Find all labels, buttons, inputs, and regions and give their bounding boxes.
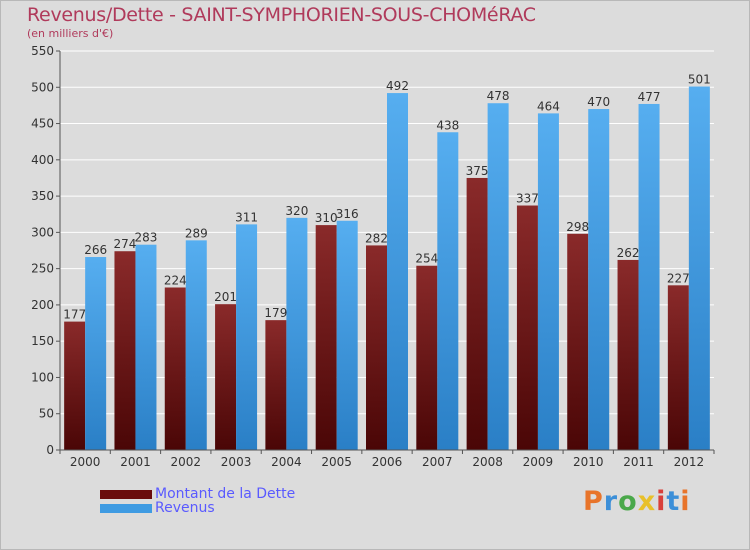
logo-letter: t <box>666 486 681 517</box>
data-label: 298 <box>566 220 589 234</box>
legend-swatch-dette <box>100 489 152 499</box>
bar-revenus <box>135 244 157 450</box>
y-tick-label: 50 <box>39 407 54 421</box>
bar-revenus <box>236 224 258 450</box>
bar-revenus <box>336 220 358 450</box>
data-label: 320 <box>285 204 308 218</box>
bar-revenus <box>588 109 610 450</box>
x-tick-label: 2006 <box>372 455 403 469</box>
legend-item-dette: Montant de la Dette <box>100 486 296 502</box>
x-tick-label: 2011 <box>623 455 654 469</box>
x-tick-label: 2004 <box>271 455 302 469</box>
x-tick-label: 2007 <box>422 455 453 469</box>
data-label: 310 <box>315 211 338 225</box>
data-label: 262 <box>617 246 640 260</box>
data-label: 492 <box>386 79 409 93</box>
data-label: 375 <box>466 164 489 178</box>
data-label: 478 <box>487 89 510 103</box>
bar-dette <box>667 285 689 450</box>
bar-revenus <box>185 240 207 450</box>
data-label: 179 <box>264 306 287 320</box>
legend-swatch-revenus <box>100 503 152 513</box>
data-label: 289 <box>185 226 208 240</box>
y-tick-label: 350 <box>31 189 54 203</box>
data-label: 282 <box>365 231 388 245</box>
bar-revenus <box>537 113 559 450</box>
data-label: 464 <box>537 99 560 113</box>
y-tick-label: 100 <box>31 370 54 384</box>
y-tick-label: 450 <box>31 117 54 131</box>
bar-revenus <box>286 217 308 450</box>
logo-letter: x <box>637 486 657 517</box>
x-tick-label: 2000 <box>70 455 101 469</box>
x-tick-label: 2002 <box>170 455 201 469</box>
data-label: 283 <box>135 231 158 245</box>
logo-letter: i <box>680 486 691 517</box>
x-tick-label: 2003 <box>221 455 252 469</box>
bar-revenus <box>688 86 710 450</box>
bar-dette <box>416 265 438 450</box>
bar-dette <box>617 259 639 450</box>
y-tick-label: 300 <box>31 225 54 239</box>
logo-letter: o <box>618 486 638 517</box>
bar-revenus <box>487 103 509 450</box>
data-label: 254 <box>415 252 438 266</box>
bar-dette <box>64 321 86 450</box>
x-tick-label: 2010 <box>573 455 604 469</box>
x-tick-label: 2009 <box>523 455 554 469</box>
data-label: 337 <box>516 192 539 206</box>
legend-item-revenus: Revenus <box>100 500 215 516</box>
data-label: 501 <box>688 73 711 87</box>
data-label: 477 <box>638 90 661 104</box>
data-label: 177 <box>63 308 86 322</box>
data-label: 224 <box>164 273 187 287</box>
y-tick-label: 150 <box>31 334 54 348</box>
chart-title: Revenus/Dette - SAINT-SYMPHORIEN-SOUS-CH… <box>27 4 536 26</box>
x-tick-label: 2008 <box>472 455 503 469</box>
bars <box>64 86 710 451</box>
proxiti-logo: Proxiti <box>583 486 691 517</box>
bar-revenus <box>638 103 660 450</box>
bar-dette <box>516 205 538 450</box>
y-tick-label: 200 <box>31 298 54 312</box>
x-tick-label: 2005 <box>321 455 352 469</box>
bar-dette <box>466 177 488 451</box>
data-label: 438 <box>436 118 459 132</box>
logo-letter: P <box>583 486 604 517</box>
x-tick-label: 2012 <box>674 455 705 469</box>
bar-dette <box>215 304 237 450</box>
bar-dette <box>265 320 287 450</box>
data-label: 227 <box>667 271 690 285</box>
y-tick-label: 400 <box>31 153 54 167</box>
bar-dette <box>567 233 589 450</box>
data-label: 266 <box>84 243 107 257</box>
data-label: 311 <box>235 210 258 224</box>
data-label: 274 <box>114 237 137 251</box>
axes: 0 50 100 150 200 250 300 350 400 450 500 550 2000 200… <box>31 44 715 469</box>
y-tick-label: 550 <box>31 44 54 58</box>
bar-revenus <box>85 257 107 450</box>
bar-dette <box>315 225 337 450</box>
legend-label-dette: Montant de la Dette <box>155 486 296 502</box>
bar-dette <box>164 287 186 450</box>
y-tick-label: 0 <box>46 443 54 457</box>
bar-revenus <box>437 132 459 450</box>
logo-letter: i <box>656 486 667 517</box>
legend-label-revenus: Revenus <box>155 500 215 516</box>
bar-revenus <box>387 93 408 451</box>
y-tick-label: 500 <box>31 80 54 94</box>
data-label: 201 <box>214 290 237 304</box>
bar-dette <box>114 251 136 450</box>
bar-dette <box>366 245 387 450</box>
x-tick-label: 2001 <box>120 455 151 469</box>
y-tick-label: 250 <box>31 262 54 276</box>
data-label: 316 <box>336 207 359 221</box>
chart-subtitle: (en milliers d'€) <box>27 27 114 40</box>
logo-letter: r <box>603 486 619 517</box>
data-label: 470 <box>587 95 610 109</box>
